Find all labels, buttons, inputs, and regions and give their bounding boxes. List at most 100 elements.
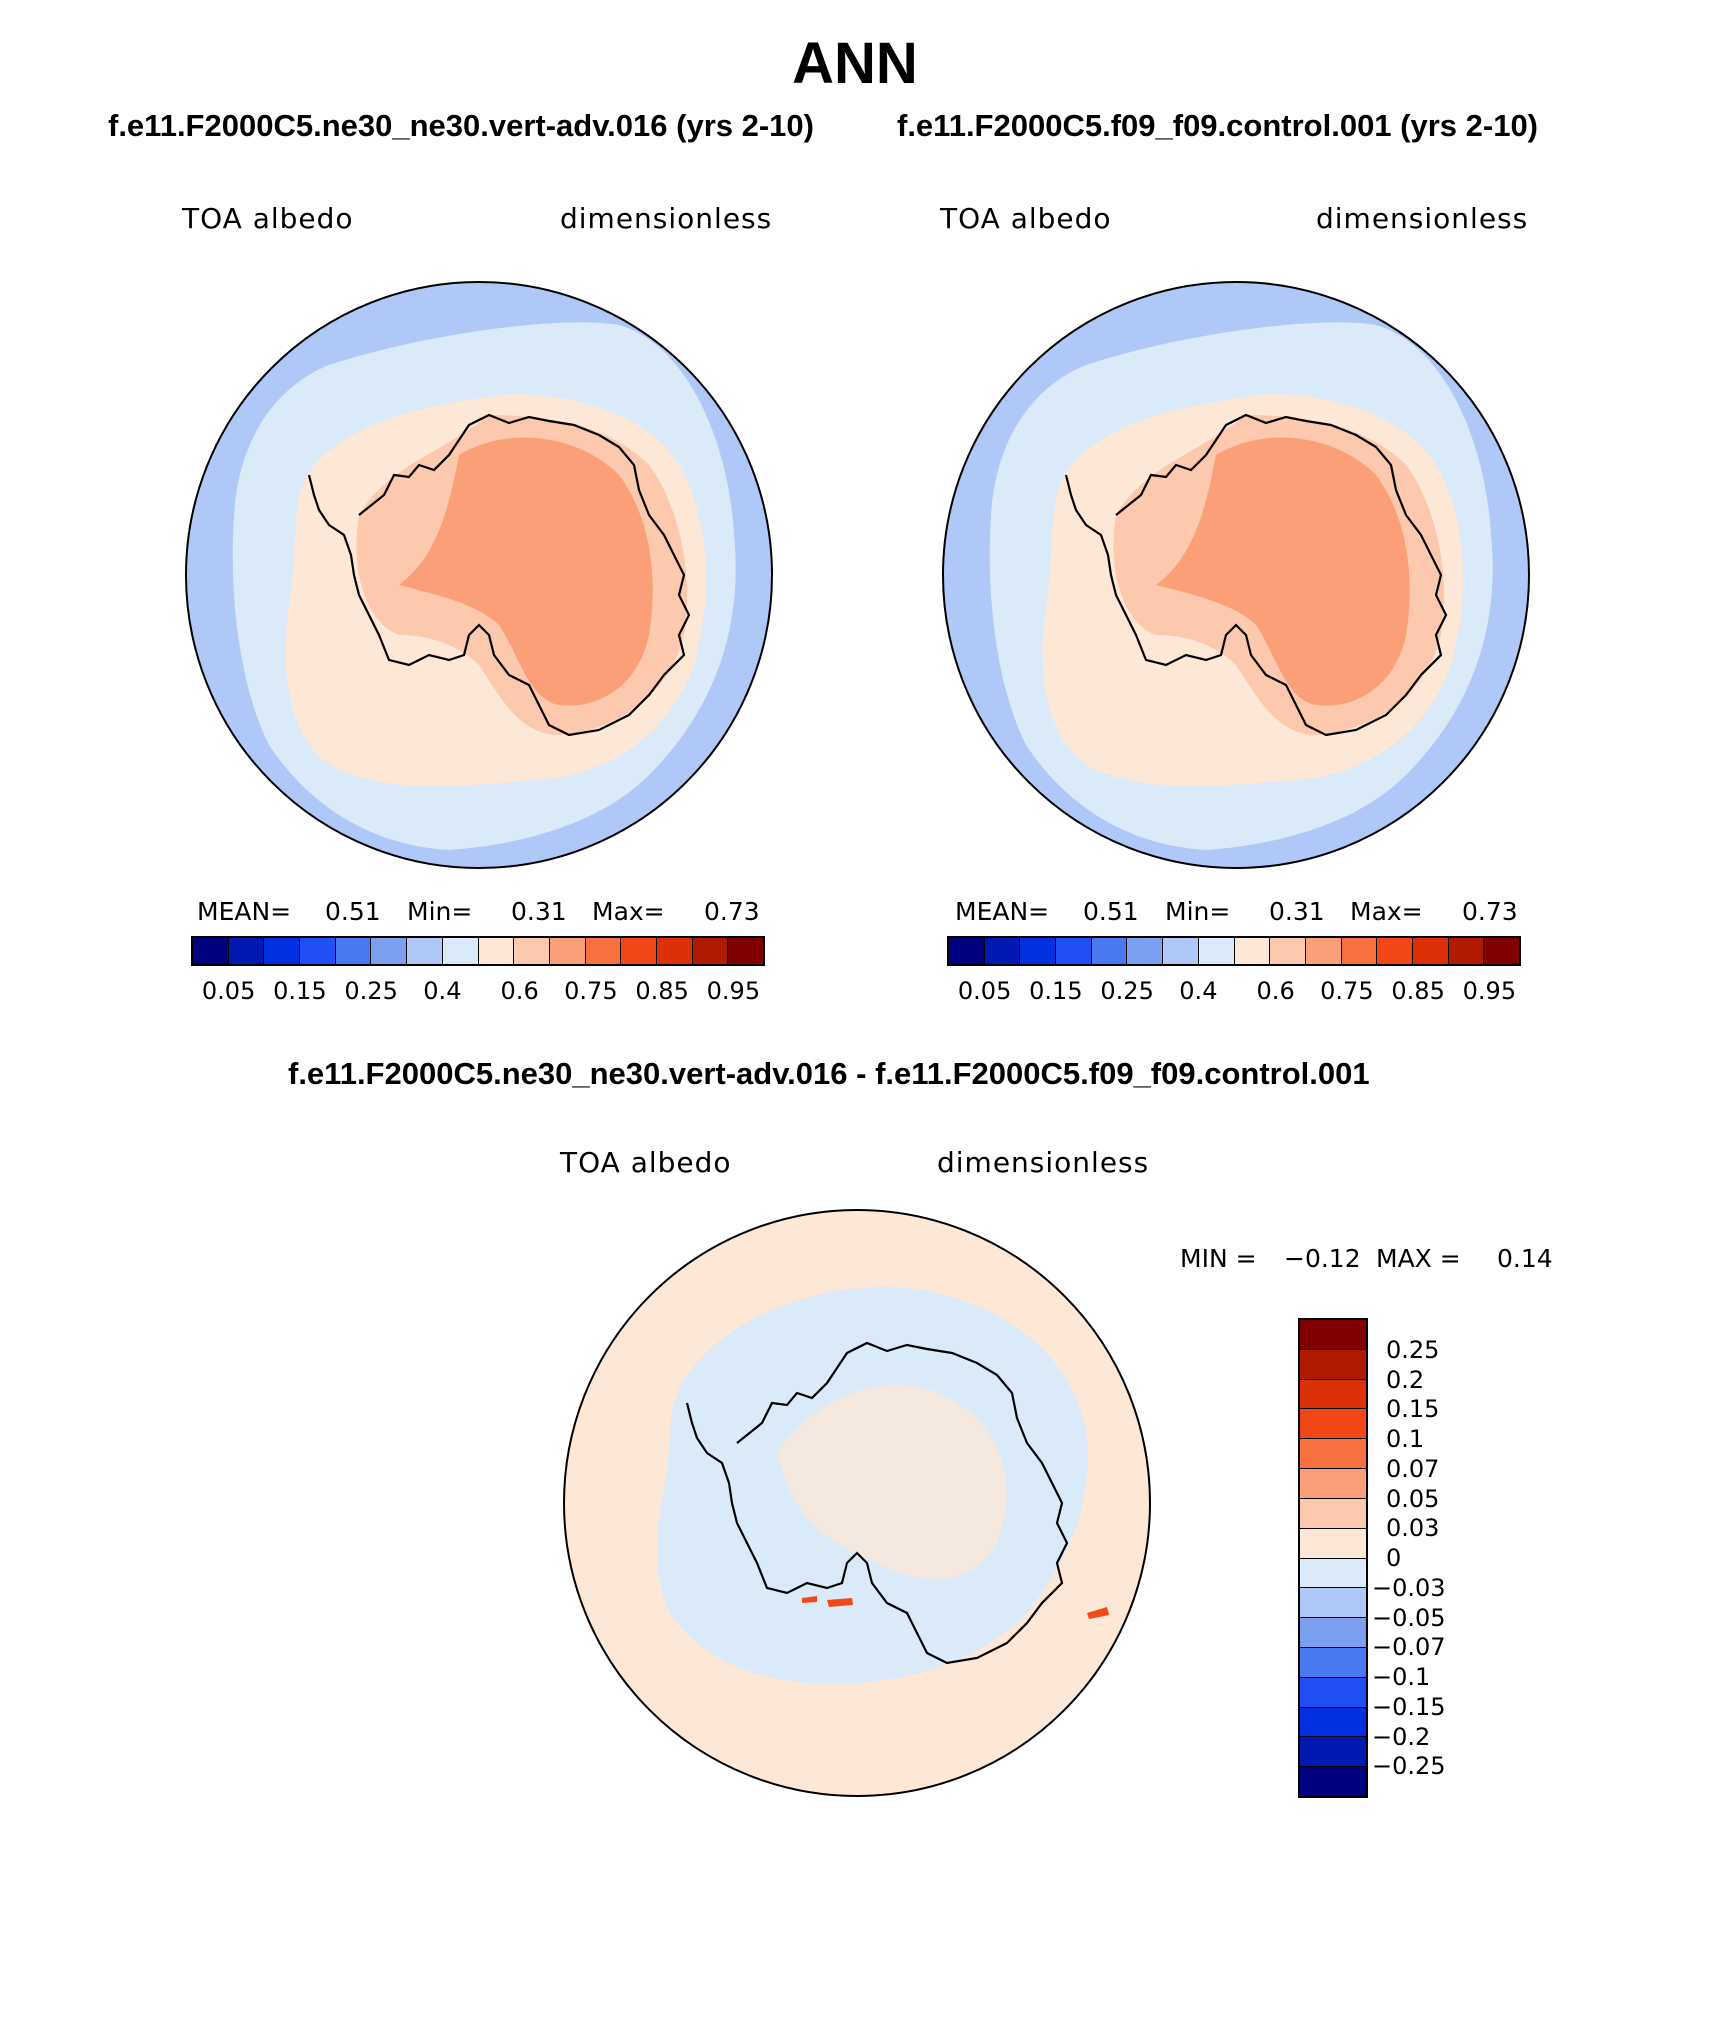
colorbar-tick-label: −0.25 <box>1372 1752 1446 1781</box>
antarctic-plateau-region <box>399 437 653 706</box>
diff-colorbar <box>1298 1318 1368 1798</box>
colorbar-swatch <box>1377 938 1413 964</box>
colorbar-swatch <box>193 938 229 964</box>
max-value: 0.73 <box>1462 897 1518 926</box>
max-value: 0.14 <box>1497 1244 1553 1273</box>
colorbar-swatch <box>1300 1677 1366 1708</box>
colorbar-tick-label: 0.15 <box>1029 977 1083 1005</box>
colorbar-swatch <box>1198 938 1235 964</box>
colorbar-swatch <box>1412 938 1449 964</box>
colorbar-tick-label: 0.25 <box>1386 1335 1440 1364</box>
colorbar-swatch <box>1300 1647 1366 1678</box>
colorbar-swatch <box>1300 1528 1366 1559</box>
colorbar-swatch <box>1300 1707 1366 1738</box>
colorbar-swatch <box>1300 1498 1366 1529</box>
colorbar-swatch <box>549 938 586 964</box>
mean-label: MEAN= <box>197 897 292 926</box>
diff-colorbar-ticks: 0.25 0.2 0.15 0.1 0.07 0.05 0.03 0 −0.03 −0.05 −0.… <box>1372 1320 1498 1796</box>
colorbar-tick-label: 0.2 <box>1386 1365 1425 1394</box>
colorbar-tick-label: −0.1 <box>1372 1663 1431 1691</box>
max-label: MAX = <box>1376 1244 1461 1273</box>
colorbar-swatch <box>1234 938 1271 964</box>
colorbar-swatch <box>442 938 479 964</box>
colorbar-tick-label: 0.75 <box>564 977 618 1005</box>
panel-1-field <box>186 282 772 868</box>
colorbar-swatch <box>621 938 657 964</box>
panel-2-colorbar-ticks: 0.05 0.15 0.25 0.4 0.6 0.75 0.85 0.95 <box>949 977 1519 1007</box>
colorbar-swatch <box>1305 938 1342 964</box>
diff-variable: TOA albedo <box>560 1146 732 1179</box>
panel-1-colorbar <box>191 936 765 966</box>
colorbar-tick-label: −0.2 <box>1372 1722 1431 1751</box>
colorbar-tick-label: 0.03 <box>1386 1514 1440 1543</box>
min-value: −0.12 <box>1284 1244 1361 1273</box>
diff-positive-spot <box>1087 1607 1109 1619</box>
colorbar-tick-label: 0.15 <box>273 977 327 1005</box>
panel-1-case-title: f.e11.F2000C5.ne30_ne30.vert-adv.016 (yr… <box>108 108 814 143</box>
max-label: Max= <box>592 897 665 926</box>
colorbar-swatch <box>1300 1737 1366 1768</box>
panel-2-map <box>942 281 1530 869</box>
panel-2-colorbar <box>947 936 1521 966</box>
min-label: Min= <box>1165 897 1231 926</box>
colorbar-tick-label: −0.03 <box>1372 1573 1446 1602</box>
colorbar-swatch <box>949 938 985 964</box>
colorbar-swatch <box>1300 1379 1366 1410</box>
colorbar-tick-label: 0.95 <box>1462 977 1517 1005</box>
colorbar-tick-label: 0.4 <box>423 977 462 1005</box>
colorbar-tick-label: 0.05 <box>201 977 256 1005</box>
colorbar-swatch <box>1300 1558 1366 1589</box>
colorbar-swatch <box>1300 1409 1366 1440</box>
min-value: 0.31 <box>1269 897 1325 926</box>
panel-1-stats: MEAN= 0.51 Min= 0.31 Max= 0.73 <box>197 897 777 927</box>
antarctic-plateau-region <box>1156 437 1410 706</box>
colorbar-swatch <box>1341 938 1378 964</box>
colorbar-tick-label: 0.15 <box>1386 1395 1440 1424</box>
diff-positive-spot <box>802 1596 817 1603</box>
mean-value: 0.51 <box>1083 897 1139 926</box>
colorbar-tick-label: 0.6 <box>1256 977 1295 1005</box>
colorbar-swatch <box>1300 1349 1366 1380</box>
coastline <box>685 1341 1069 1665</box>
colorbar-swatch <box>228 938 265 964</box>
mean-value: 0.51 <box>325 897 381 926</box>
colorbar-swatch <box>1020 938 1057 964</box>
colorbar-swatch <box>1300 1320 1366 1350</box>
colorbar-swatch <box>1300 1618 1366 1648</box>
min-value: 0.31 <box>511 897 567 926</box>
colorbar-swatch <box>692 938 729 964</box>
colorbar-tick-label: −0.05 <box>1372 1603 1446 1632</box>
panel-1-map <box>185 281 773 869</box>
colorbar-swatch <box>335 938 372 964</box>
colorbar-swatch <box>300 938 336 964</box>
colorbar-swatch <box>1270 938 1306 964</box>
colorbar-tick-label: 0 <box>1386 1544 1402 1572</box>
colorbar-swatch <box>514 938 550 964</box>
diff-field <box>564 1210 1150 1796</box>
colorbar-tick-label: 0.05 <box>1386 1484 1440 1513</box>
diff-positive-spot <box>827 1598 853 1607</box>
colorbar-tick-label: 0.85 <box>635 977 689 1005</box>
colorbar-swatch <box>656 938 693 964</box>
colorbar-tick-label: 0.07 <box>1386 1454 1440 1483</box>
min-label: MIN = <box>1180 1244 1257 1273</box>
colorbar-swatch <box>1448 938 1485 964</box>
colorbar-swatch <box>728 938 763 964</box>
panel-2-case-title: f.e11.F2000C5.f09_f09.control.001 (yrs 2… <box>897 108 1539 143</box>
colorbar-swatch <box>1127 938 1164 964</box>
min-label: Min= <box>407 897 473 926</box>
panel-1-colorbar-ticks: 0.05 0.15 0.25 0.4 0.6 0.75 0.85 0.95 <box>193 977 763 1007</box>
diff-units: dimensionless <box>937 1146 1150 1179</box>
colorbar-tick-label: 0.95 <box>706 977 761 1005</box>
colorbar-tick-label: 0.25 <box>1100 977 1154 1005</box>
colorbar-tick-label: 0.85 <box>1391 977 1445 1005</box>
colorbar-swatch <box>984 938 1021 964</box>
diff-interior-mixed <box>777 1384 1007 1580</box>
colorbar-swatch <box>1056 938 1092 964</box>
mean-label: MEAN= <box>955 897 1050 926</box>
colorbar-swatch <box>478 938 515 964</box>
diff-map <box>563 1209 1151 1797</box>
colorbar-swatch <box>585 938 622 964</box>
max-label: Max= <box>1350 897 1423 926</box>
colorbar-swatch <box>371 938 408 964</box>
